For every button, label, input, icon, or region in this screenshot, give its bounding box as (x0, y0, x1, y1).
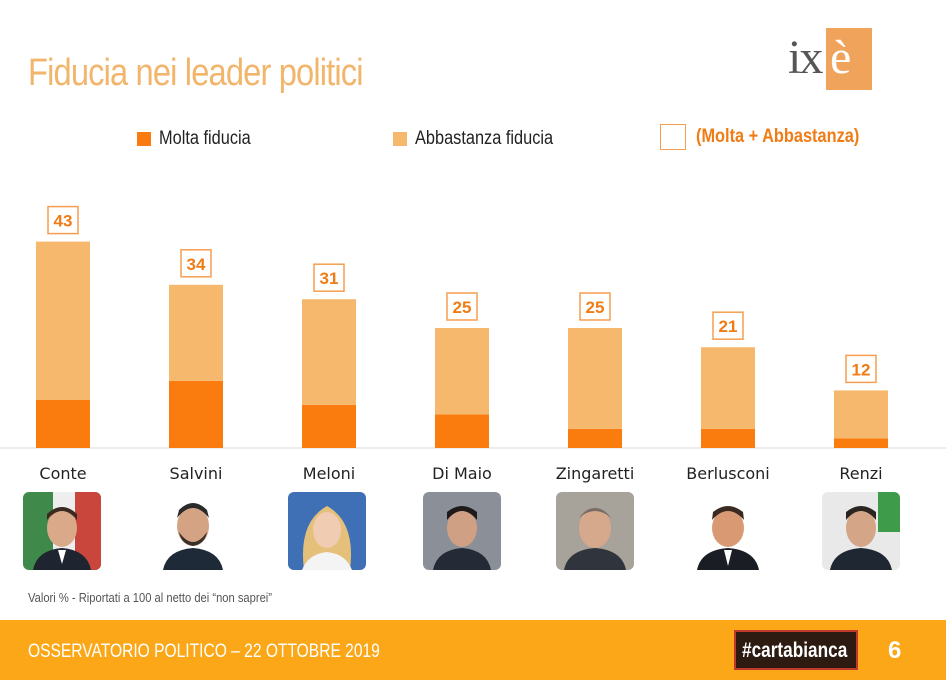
category-label-0: Conte (39, 464, 86, 483)
category-label-6: Renzi (839, 464, 882, 483)
total-box-1 (180, 249, 212, 278)
bar-molta-0 (36, 400, 90, 448)
total-box-4 (579, 292, 611, 321)
total-box-5 (712, 311, 744, 340)
legend-molta-label: Molta fiducia (159, 128, 251, 149)
total-label-0: 43 (54, 212, 73, 231)
bar-abbastanza-4 (568, 328, 622, 429)
total-box-2 (313, 263, 345, 292)
total-label-3: 25 (453, 298, 472, 317)
category-label-2: Meloni (303, 464, 355, 483)
total-box-0 (47, 205, 79, 235)
total-box-6 (845, 354, 877, 384)
page-title: Fiducia nei leader politici (28, 52, 363, 94)
bar-molta-6 (834, 438, 888, 448)
total-label-1: 34 (187, 255, 206, 274)
legend-abbastanza: Abbastanza fiducia (393, 128, 576, 150)
category-label-4: Zingaretti (556, 464, 635, 483)
bar-molta-2 (302, 404, 356, 448)
legend-total: (Molta + Abbastanza) (660, 124, 886, 150)
bar-abbastanza-1 (169, 284, 223, 381)
ixe-logo: ix è (788, 28, 872, 92)
bar-chart: 43 Conte 34 Salvini 31 Meloni 25 Di Maio 25 Zinga… (0, 205, 946, 483)
page-number: 6 (888, 637, 902, 664)
footer-bar: OSSERVATORIO POLITICO – 22 OTTOBRE 2019 … (0, 620, 946, 680)
category-label-1: Salvini (170, 464, 223, 483)
bar-abbastanza-3 (435, 328, 489, 415)
legend-abbastanza-label: Abbastanza fiducia (415, 128, 554, 149)
total-box-3 (446, 292, 478, 321)
legend-total-swatch (660, 124, 686, 150)
total-label-5: 21 (719, 317, 738, 336)
legend-molta: Molta fiducia (137, 128, 266, 150)
bar-abbastanza-5 (701, 347, 755, 429)
bar-abbastanza-6 (834, 390, 888, 439)
photo-salvini (155, 492, 233, 570)
bar-molta-3 (435, 414, 489, 448)
photo-renzi (822, 492, 900, 570)
bar-abbastanza-0 (36, 241, 90, 400)
photo-berlusconi (689, 492, 767, 570)
category-label-3: Di Maio (432, 464, 492, 483)
cartabianca-label: #cartabianca (742, 639, 848, 662)
photo-zingaretti (556, 492, 634, 570)
category-label-5: Berlusconi (686, 464, 770, 483)
legend-total-label: (Molta + Abbastanza) (696, 126, 860, 147)
total-label-2: 31 (320, 269, 339, 288)
bar-molta-5 (701, 428, 755, 448)
bar-molta-4 (568, 428, 622, 448)
footer-title: OSSERVATORIO POLITICO – 22 OTTOBRE 2019 (28, 641, 380, 662)
legend-molta-swatch (137, 132, 151, 146)
bar-abbastanza-2 (302, 299, 356, 405)
photo-dimaio (423, 492, 501, 570)
total-label-4: 25 (586, 298, 605, 317)
legend-abbastanza-swatch (393, 132, 407, 146)
footnote: Valori % - Riportati a 100 al netto dei … (28, 590, 273, 605)
total-label-6: 12 (852, 360, 871, 379)
cartabianca-badge: #cartabianca (734, 630, 858, 670)
bar-molta-1 (169, 380, 223, 448)
photo-conte (23, 492, 101, 570)
photo-meloni (288, 492, 366, 570)
